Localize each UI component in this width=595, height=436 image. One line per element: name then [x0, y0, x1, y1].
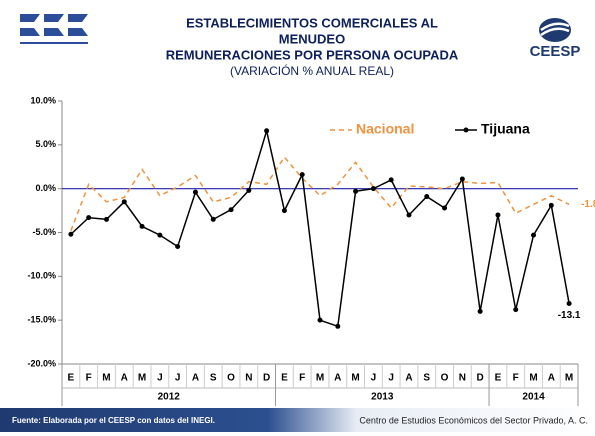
point	[264, 128, 270, 134]
year-label: 2013	[371, 392, 394, 403]
x-tick-label: E	[68, 373, 75, 384]
y-tick-label: 10.0%	[30, 95, 56, 105]
x-tick-label: M	[565, 373, 573, 384]
source: Fuente: Elaborada por el CEESP con datos…	[12, 416, 215, 425]
y-tick-label: -15.0%	[27, 315, 56, 325]
point	[192, 189, 198, 195]
logo-text: CEESP	[530, 43, 581, 60]
series-line	[70, 155, 570, 232]
x-tick-label: D	[263, 373, 270, 384]
point	[210, 216, 216, 222]
data-label: -13.1	[558, 310, 581, 321]
x-tick-label: J	[175, 373, 181, 384]
x-tick-label: F	[513, 373, 519, 384]
point	[353, 188, 359, 194]
x-tick-label: O	[227, 373, 235, 384]
x-tick-label: A	[548, 373, 555, 384]
x-tick-label: E	[495, 373, 502, 384]
point	[335, 323, 341, 329]
series-line	[70, 127, 570, 328]
point	[281, 208, 287, 214]
x-tick-label: E	[281, 373, 288, 384]
subtitle: (VARIACIÓN % ANUAL REAL)	[230, 63, 394, 78]
point	[157, 232, 163, 238]
legend-label: Nacional	[356, 121, 414, 137]
title-line: ESTABLECIMIENTOS COMERCIALES AL	[186, 15, 438, 30]
x-tick-label: M	[138, 373, 146, 384]
data-label: -1.8	[581, 199, 595, 210]
point	[495, 212, 501, 218]
y-tick-label: 0.0%	[35, 183, 56, 193]
x-tick-label: F	[86, 373, 92, 384]
footer: Centro de Estudios Económicos del Sector…	[359, 415, 588, 425]
point	[370, 186, 376, 192]
point	[548, 202, 554, 208]
x-tick-label: J	[157, 373, 163, 384]
year-label: 2012	[158, 392, 181, 403]
x-tick-label: F	[299, 373, 305, 384]
x-tick-label: A	[405, 373, 412, 384]
y-tick-label: -20.0%	[27, 358, 56, 368]
x-tick-label: A	[192, 373, 199, 384]
point	[228, 207, 234, 213]
point	[513, 307, 519, 313]
point	[68, 231, 74, 237]
x-tick-label: M	[316, 373, 324, 384]
point	[121, 199, 127, 205]
x-tick-label: M	[351, 373, 359, 384]
point	[299, 172, 305, 178]
x-tick-label: A	[334, 373, 341, 384]
x-tick-label: M	[529, 373, 537, 384]
x-tick-label: A	[121, 373, 128, 384]
y-tick-label: -5.0%	[32, 227, 56, 237]
left-logo	[20, 14, 88, 44]
point	[139, 223, 145, 229]
point	[388, 177, 394, 183]
point	[86, 215, 92, 221]
point	[566, 301, 572, 307]
x-tick-label: O	[441, 373, 449, 384]
point	[459, 176, 465, 182]
year-label: 2014	[522, 392, 545, 403]
footer-bar	[0, 408, 595, 432]
ceesp-logo: CEESP	[530, 18, 581, 60]
legend-label: Tijuana	[481, 121, 530, 137]
x-tick-label: D	[477, 373, 484, 384]
point	[442, 205, 448, 211]
point	[531, 232, 537, 238]
x-tick-label: M	[102, 373, 110, 384]
x-tick-label: N	[459, 373, 466, 384]
x-tick-label: J	[371, 373, 377, 384]
point	[103, 216, 109, 222]
x-tick-label: S	[210, 373, 217, 384]
point	[175, 244, 181, 250]
y-tick-label: 5.0%	[35, 139, 56, 149]
title-line: MENUDEO	[279, 31, 345, 46]
title-line: REMUNERACIONES POR PERSONA OCUPADA	[166, 47, 459, 62]
point	[317, 317, 323, 323]
point	[477, 308, 483, 314]
x-tick-label: S	[423, 373, 430, 384]
point	[246, 187, 252, 193]
y-tick-label: -10.0%	[27, 271, 56, 281]
x-tick-label: N	[245, 373, 252, 384]
legend-marker	[463, 127, 469, 133]
point	[406, 212, 412, 218]
point	[424, 194, 430, 200]
x-tick-label: J	[388, 373, 394, 384]
